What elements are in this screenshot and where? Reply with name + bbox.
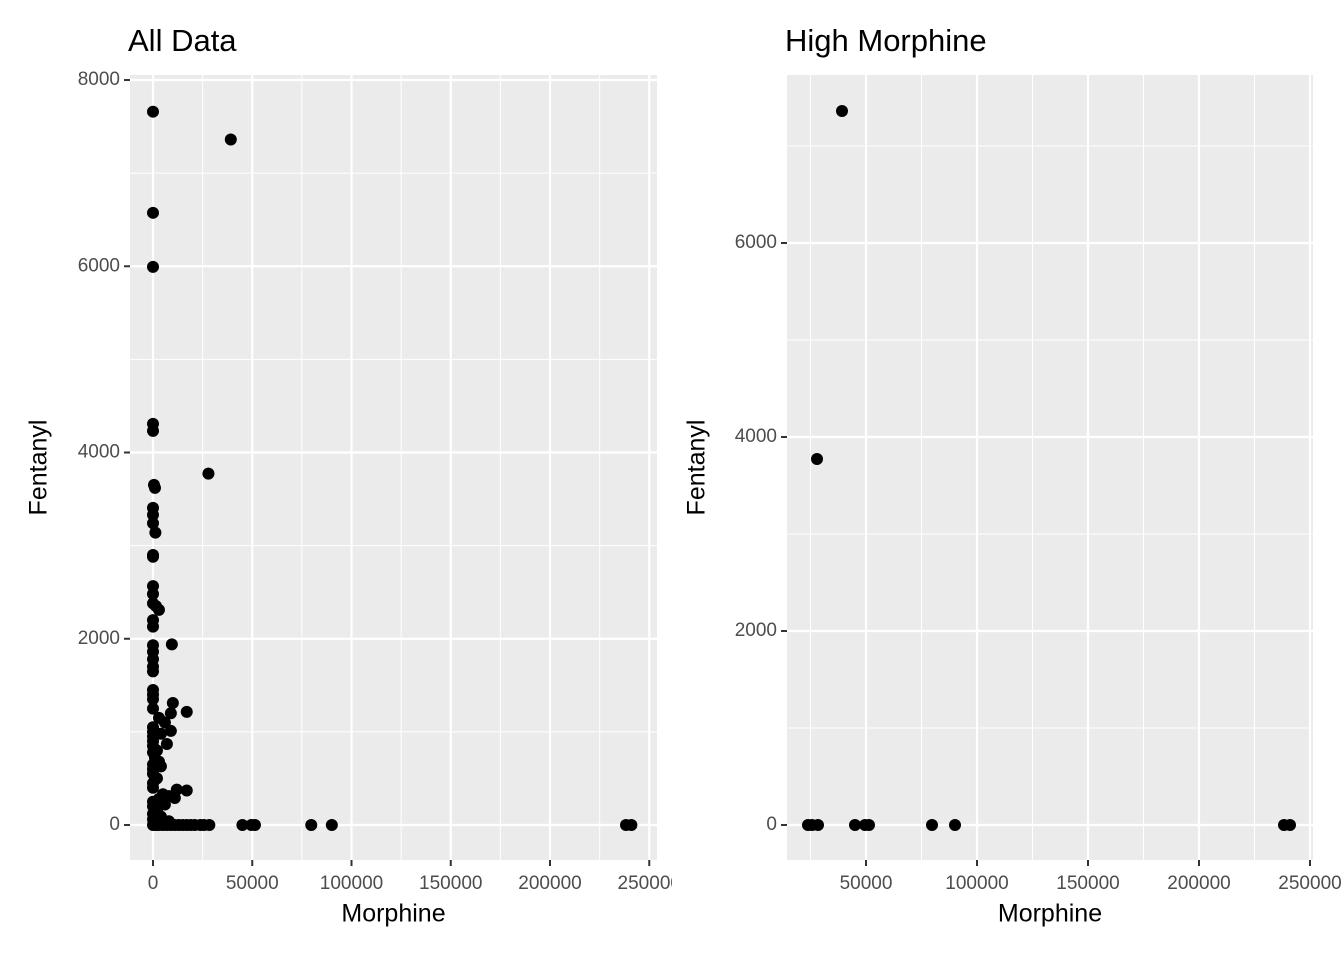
y-tick-label: 6000 (78, 255, 120, 276)
point (164, 707, 177, 720)
point (147, 206, 160, 219)
point (849, 818, 862, 831)
point (147, 260, 160, 273)
point (236, 818, 249, 831)
y-axis-label: Fentanyl (25, 420, 53, 516)
panel: 0 2000 4000 6000 8000 0 50000 100000 150000 20000… (25, 23, 681, 928)
y-tick-label: 4000 (78, 442, 120, 463)
x-tick-label: 50000 (226, 873, 279, 894)
point (147, 517, 160, 530)
point (147, 781, 160, 794)
point (180, 784, 193, 797)
point (203, 818, 216, 831)
chart-title: All Data (128, 23, 237, 58)
point (147, 550, 160, 563)
y-tick-label: 4000 (735, 426, 777, 447)
point (224, 133, 237, 146)
x-tick-label: 250000 (1278, 873, 1341, 894)
point (949, 818, 962, 831)
point (166, 697, 179, 709)
point (147, 508, 160, 521)
y-tick-label: 8000 (78, 69, 120, 90)
point (148, 481, 161, 494)
x-tick-label: 150000 (1056, 873, 1119, 894)
x-tick-label: 200000 (518, 873, 581, 894)
point (202, 467, 215, 480)
point (165, 638, 178, 651)
y-tick-label: 0 (766, 814, 777, 835)
point (147, 105, 160, 118)
x-tick-label: 100000 (945, 873, 1008, 894)
x-tick-label: 100000 (320, 873, 383, 894)
x-tick-label: 250000 (618, 873, 681, 894)
point (147, 588, 160, 601)
point (149, 526, 162, 539)
y-tick-label: 6000 (735, 232, 777, 253)
point (147, 693, 160, 706)
x-tick-label: 200000 (1167, 873, 1230, 894)
plot-background (787, 75, 1313, 860)
panel: 0 2000 4000 6000 50000 100000 150000 200000 2500… (683, 23, 1342, 927)
point (168, 791, 181, 804)
x-axis-label: Morphine (341, 900, 445, 928)
point (147, 665, 160, 678)
x-axis-label: Morphine (998, 900, 1102, 928)
plot-background (130, 75, 657, 860)
point (305, 818, 318, 831)
y-axis-label: Fentanyl (683, 420, 711, 516)
point (248, 818, 261, 831)
point (147, 424, 160, 437)
chart-title: High Morphine (785, 23, 987, 58)
y-tick-label: 2000 (78, 628, 120, 649)
point (152, 603, 165, 616)
point (325, 818, 338, 831)
point (180, 705, 193, 718)
y-tick-label: 2000 (735, 620, 777, 641)
point (164, 724, 177, 737)
point (147, 620, 160, 633)
point (158, 716, 171, 729)
point (812, 818, 825, 831)
x-tick-label: 150000 (419, 873, 482, 894)
y-tick-label: 0 (109, 814, 120, 835)
point (926, 818, 939, 831)
x-tick-label: 0 (148, 873, 159, 894)
point (147, 702, 160, 715)
point (863, 818, 876, 831)
point (1284, 818, 1297, 831)
point (625, 818, 638, 831)
point (836, 104, 849, 117)
point (160, 737, 173, 750)
point (811, 453, 824, 466)
x-tick-label: 50000 (840, 873, 893, 894)
point (158, 798, 171, 811)
